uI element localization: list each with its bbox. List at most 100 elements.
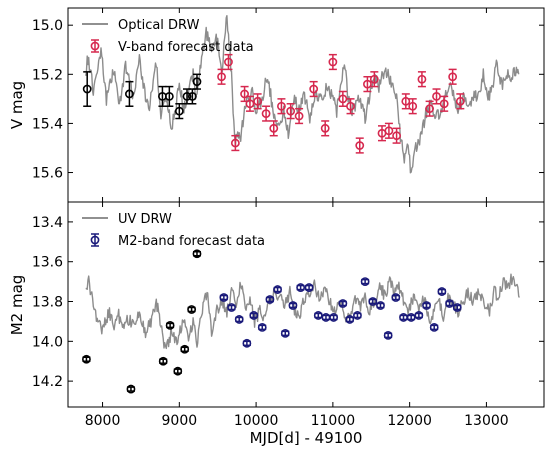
data-point xyxy=(296,283,306,292)
data-point xyxy=(391,293,401,302)
data-point xyxy=(192,73,202,90)
data-point xyxy=(355,137,365,154)
data-point xyxy=(180,344,190,354)
data-point xyxy=(384,122,394,139)
data-point xyxy=(234,315,244,324)
data-point xyxy=(448,68,458,85)
legend-label: M2-band forecast data xyxy=(118,234,265,249)
data-point xyxy=(219,293,229,302)
y-tick-label: 13.8 xyxy=(32,295,63,311)
data-point xyxy=(286,103,296,120)
data-point xyxy=(376,301,385,310)
bottom-x-ticks: 8000 9000 10000 11000 12000 13000 xyxy=(85,202,509,429)
top-panel: 15.0 15.2 15.4 15.6 V mag Optical DRW V-band… xyxy=(8,7,545,203)
legend-label: UV DRW xyxy=(118,212,172,227)
bottom-y-axis-label: M2 mag xyxy=(8,275,26,336)
data-point xyxy=(224,53,233,71)
data-point xyxy=(82,354,91,364)
data-point xyxy=(368,297,378,306)
data-point xyxy=(329,313,339,322)
data-point xyxy=(304,283,314,292)
data-point xyxy=(277,98,286,115)
legend-label: V-band forecast data xyxy=(118,40,254,55)
x-tick-label: 8000 xyxy=(85,413,121,429)
data-point xyxy=(408,98,418,115)
data-point xyxy=(432,88,441,105)
data-point xyxy=(320,120,330,137)
x-tick-label: 13000 xyxy=(464,413,509,429)
data-point xyxy=(165,320,175,330)
data-point xyxy=(227,303,236,312)
legend-errorbar-swatch xyxy=(90,233,100,247)
observed-points xyxy=(82,71,202,120)
data-point xyxy=(455,93,465,110)
y-tick-label: 13.6 xyxy=(32,255,63,271)
x-tick-label: 10000 xyxy=(234,413,279,429)
data-point xyxy=(313,311,323,320)
bottom-axes-frame xyxy=(67,201,545,408)
data-point xyxy=(429,322,439,332)
data-point xyxy=(338,299,348,308)
data-point xyxy=(261,105,271,122)
top-y-ticks: 15.0 15.2 15.4 15.6 xyxy=(32,18,544,182)
bottom-y-ticks: 13.4 13.6 13.8 14.0 14.2 xyxy=(32,215,544,390)
data-point xyxy=(383,330,393,340)
data-point xyxy=(217,68,226,85)
data-point xyxy=(439,95,449,112)
y-tick-label: 14.0 xyxy=(32,334,63,350)
data-point xyxy=(328,53,338,71)
bottom-panel: 13.4 13.6 13.8 14.0 14.2 8000 9000 10000 11000 1… xyxy=(8,201,545,447)
data-point xyxy=(363,76,372,93)
data-point xyxy=(309,80,319,98)
data-point xyxy=(242,338,252,348)
observed-points xyxy=(82,249,202,394)
data-point xyxy=(406,313,416,322)
x-tick-label: 9000 xyxy=(162,413,198,429)
data-point xyxy=(273,285,282,294)
top-x-ticks xyxy=(102,8,487,202)
data-point xyxy=(288,301,298,310)
data-point xyxy=(249,311,259,320)
y-tick-label: 13.4 xyxy=(32,215,63,231)
data-point xyxy=(187,305,197,314)
data-point xyxy=(257,322,267,332)
data-point xyxy=(353,311,362,320)
x-axis-label: MJD[d] - 49100 xyxy=(250,429,363,447)
bottom-plot-area xyxy=(82,249,521,394)
forecast-points xyxy=(217,53,465,154)
data-point xyxy=(230,134,240,152)
data-point xyxy=(280,328,290,338)
legend-label: Optical DRW xyxy=(118,18,200,33)
data-point xyxy=(452,303,462,312)
data-point xyxy=(360,277,370,287)
data-point xyxy=(437,287,447,296)
bottom-legend: UV DRW M2-band forecast data xyxy=(82,212,265,249)
data-point xyxy=(346,98,355,115)
top-y-axis-label: V mag xyxy=(8,81,26,129)
data-point xyxy=(164,85,174,107)
data-point xyxy=(425,100,435,117)
data-point xyxy=(253,93,263,110)
legend-errorbar-swatch xyxy=(90,39,100,53)
y-tick-label: 15.2 xyxy=(32,67,63,83)
data-point xyxy=(269,120,279,137)
data-point xyxy=(422,301,431,310)
data-point xyxy=(240,85,249,103)
data-point xyxy=(392,127,401,144)
data-point xyxy=(369,71,379,88)
x-tick-label: 11000 xyxy=(311,413,356,429)
top-plot-area xyxy=(82,15,520,174)
data-point xyxy=(345,315,355,324)
data-point xyxy=(265,295,275,304)
data-point xyxy=(294,107,304,125)
y-tick-label: 14.2 xyxy=(32,374,63,390)
data-point xyxy=(401,93,411,110)
y-tick-label: 15.6 xyxy=(32,166,63,182)
data-point xyxy=(158,356,168,366)
data-point xyxy=(82,71,92,107)
data-point xyxy=(245,95,255,112)
y-tick-label: 15.0 xyxy=(32,18,63,34)
x-tick-label: 12000 xyxy=(387,413,432,429)
data-point xyxy=(192,249,202,259)
